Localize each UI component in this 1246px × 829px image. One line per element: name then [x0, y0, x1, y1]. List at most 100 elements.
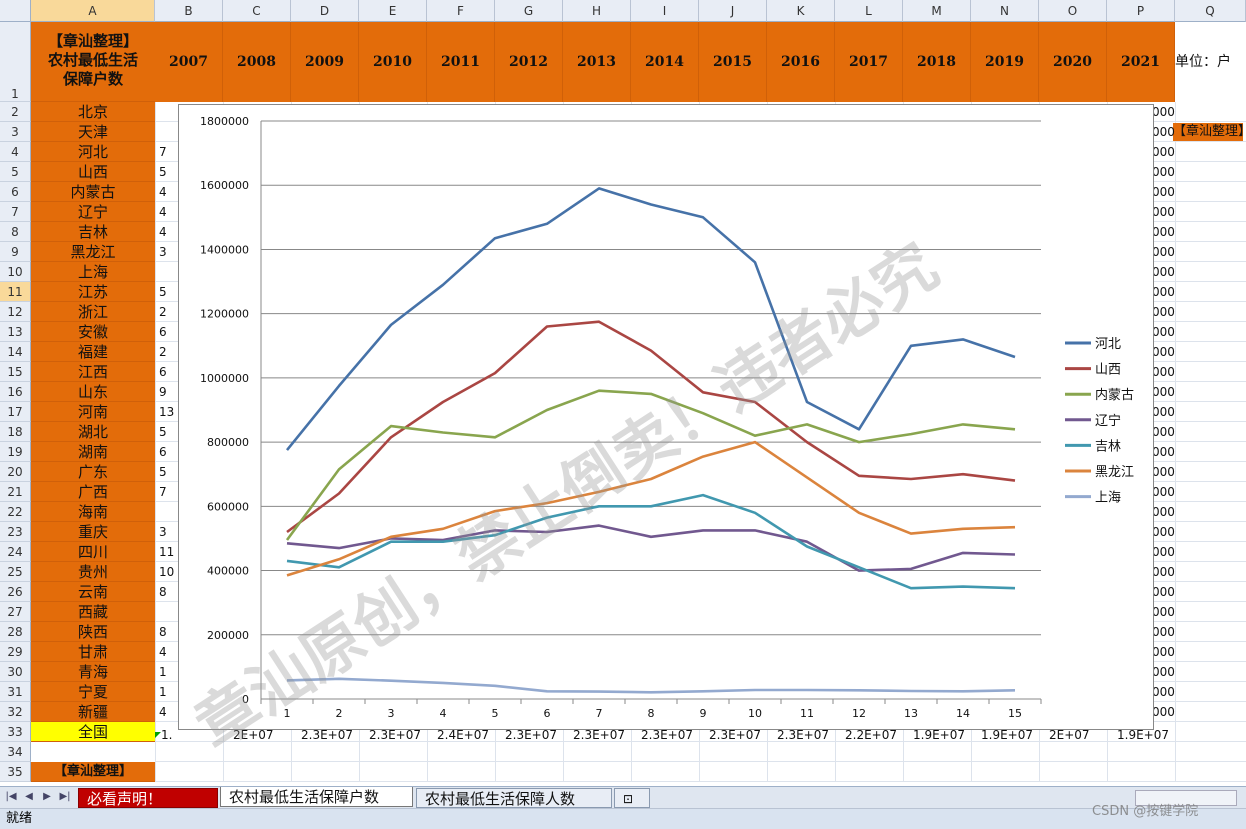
line-chart[interactable]: 0 200000 400000 600000 800000 1000000 1200000 1…: [178, 104, 1154, 730]
province-cell[interactable]: 湖南: [31, 442, 155, 462]
year-header-2008[interactable]: 2008: [223, 22, 291, 102]
province-cell[interactable]: 江苏: [31, 282, 155, 302]
province-cell[interactable]: 河南: [31, 402, 155, 422]
column-header-b[interactable]: B: [155, 0, 223, 22]
row-header-3[interactable]: 3: [0, 122, 31, 142]
partial-value-cell[interactable]: 000: [1152, 145, 1175, 159]
province-cell[interactable]: 山西: [31, 162, 155, 182]
row-header-8[interactable]: 8: [0, 222, 31, 242]
partial-value-cell[interactable]: 000: [1152, 125, 1175, 139]
row-header-23[interactable]: 23: [0, 522, 31, 542]
national-value-cell[interactable]: 1.9E+07: [981, 728, 1033, 742]
province-cell[interactable]: 新疆: [31, 702, 155, 722]
series-line-上海[interactable]: [286, 677, 1016, 694]
series-line-河北[interactable]: [285, 187, 1016, 451]
partial-value-cell[interactable]: 5: [159, 165, 167, 179]
column-header-i[interactable]: I: [631, 0, 699, 22]
row-header-9[interactable]: 9: [0, 242, 31, 262]
province-cell[interactable]: 天津: [31, 122, 155, 142]
row-header-1[interactable]: 1: [0, 22, 31, 102]
national-value-cell[interactable]: 1.: [161, 728, 173, 742]
year-header-2007[interactable]: 2007: [155, 22, 223, 102]
province-cell[interactable]: 北京: [31, 102, 155, 122]
column-header-h[interactable]: H: [563, 0, 631, 22]
partial-value-cell[interactable]: 2: [159, 305, 167, 319]
column-header-k[interactable]: K: [767, 0, 835, 22]
partial-value-cell[interactable]: 6: [159, 325, 167, 339]
partial-value-cell[interactable]: 8: [159, 585, 167, 599]
province-cell[interactable]: 宁夏: [31, 682, 155, 702]
column-header-m[interactable]: M: [903, 0, 971, 22]
national-value-cell[interactable]: 2.3E+07: [573, 728, 625, 742]
row-header-20[interactable]: 20: [0, 462, 31, 482]
partial-value-cell[interactable]: 000: [1152, 425, 1175, 439]
tab-notice[interactable]: 必看声明！: [78, 788, 218, 808]
column-header-f[interactable]: F: [427, 0, 495, 22]
column-header-g[interactable]: G: [495, 0, 563, 22]
partial-value-cell[interactable]: 000: [1152, 705, 1175, 719]
series-line-内蒙古[interactable]: [285, 389, 1016, 541]
row-header-29[interactable]: 29: [0, 642, 31, 662]
series-line-吉林[interactable]: [286, 493, 1016, 590]
partial-value-cell[interactable]: 000: [1152, 545, 1175, 559]
column-header-n[interactable]: N: [971, 0, 1039, 22]
province-cell[interactable]: 浙江: [31, 302, 155, 322]
row-header-12[interactable]: 12: [0, 302, 31, 322]
partial-value-cell[interactable]: 000: [1152, 605, 1175, 619]
row-header-13[interactable]: 13: [0, 322, 31, 342]
row-header-15[interactable]: 15: [0, 362, 31, 382]
partial-value-cell[interactable]: 000: [1152, 465, 1175, 479]
row-header-6[interactable]: 6: [0, 182, 31, 202]
column-header-c[interactable]: C: [223, 0, 291, 22]
year-header-2009[interactable]: 2009: [291, 22, 359, 102]
province-cell[interactable]: 黑龙江: [31, 242, 155, 262]
side-tag-cell[interactable]: 【章汕整理】: [1173, 123, 1243, 141]
year-header-2021[interactable]: 2021: [1107, 22, 1175, 102]
partial-value-cell[interactable]: 10: [159, 565, 175, 579]
partial-value-cell[interactable]: 000: [1152, 625, 1175, 639]
partial-value-cell[interactable]: 000: [1152, 665, 1175, 679]
partial-value-cell[interactable]: 4: [159, 705, 167, 719]
partial-value-cell[interactable]: 3: [159, 525, 167, 539]
partial-value-cell[interactable]: 6: [159, 445, 167, 459]
province-cell[interactable]: 吉林: [31, 222, 155, 242]
partial-value-cell[interactable]: 000: [1152, 325, 1175, 339]
first-sheet-nav-icon[interactable]: |◀: [5, 791, 17, 802]
partial-value-cell[interactable]: 4: [159, 225, 167, 239]
column-header-j[interactable]: J: [699, 0, 767, 22]
row-header-25[interactable]: 25: [0, 562, 31, 582]
row-header-24[interactable]: 24: [0, 542, 31, 562]
column-header-l[interactable]: L: [835, 0, 903, 22]
partial-value-cell[interactable]: 11: [159, 545, 175, 559]
prev-sheet-nav-icon[interactable]: ◀: [25, 791, 33, 802]
row-header-19[interactable]: 19: [0, 442, 31, 462]
province-cell[interactable]: 广西: [31, 482, 155, 502]
unit-label-cell[interactable]: 单位：户: [1175, 54, 1231, 70]
partial-value-cell[interactable]: 4: [159, 645, 167, 659]
partial-value-cell[interactable]: 5: [159, 465, 167, 479]
partial-value-cell[interactable]: 000: [1152, 265, 1175, 279]
year-header-2015[interactable]: 2015: [699, 22, 767, 102]
partial-value-cell[interactable]: 3: [159, 245, 167, 259]
row-header-17[interactable]: 17: [0, 402, 31, 422]
province-cell[interactable]: 安徽: [31, 322, 155, 342]
row-header-27[interactable]: 27: [0, 602, 31, 622]
national-value-cell[interactable]: 2.3E+07: [301, 728, 353, 742]
national-total-cell[interactable]: 全国: [31, 722, 155, 742]
partial-value-cell[interactable]: 000: [1152, 645, 1175, 659]
province-cell[interactable]: 陕西: [31, 622, 155, 642]
partial-value-cell[interactable]: 4: [159, 185, 167, 199]
tab-persons[interactable]: 农村最低生活保障人数: [416, 788, 612, 808]
row-header-28[interactable]: 28: [0, 622, 31, 642]
province-cell[interactable]: 海南: [31, 502, 155, 522]
partial-value-cell[interactable]: 13: [159, 405, 175, 419]
province-cell[interactable]: 甘肃: [31, 642, 155, 662]
row-header-14[interactable]: 14: [0, 342, 31, 362]
partial-value-cell[interactable]: 000: [1152, 305, 1175, 319]
partial-value-cell[interactable]: 6: [159, 365, 167, 379]
partial-value-cell[interactable]: 000: [1152, 525, 1175, 539]
partial-value-cell[interactable]: 000: [1152, 445, 1175, 459]
national-value-cell[interactable]: 2.3E+07: [709, 728, 761, 742]
column-header-p[interactable]: P: [1107, 0, 1175, 22]
province-cell[interactable]: 四川: [31, 542, 155, 562]
